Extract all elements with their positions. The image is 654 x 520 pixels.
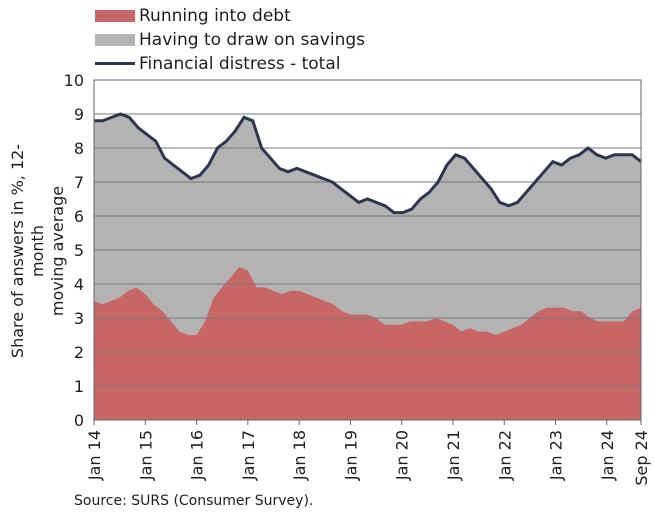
legend-label-total: Financial distress - total <box>139 54 341 74</box>
y-tick-label: 9 <box>74 105 84 124</box>
y-axis-label-line2: moving average <box>48 185 67 317</box>
legend-line-total <box>95 62 135 65</box>
total-line <box>94 112 642 215</box>
y-tick-label: 2 <box>74 343 84 362</box>
debt-area <box>94 267 641 420</box>
y-tick-label: 3 <box>74 309 84 328</box>
y-tick-label: 10 <box>64 71 84 90</box>
y-tick-label: 0 <box>74 411 84 430</box>
x-tick-label: Jan 19 <box>341 430 360 481</box>
y-tick-label: 1 <box>74 377 84 396</box>
y-tick-label: 7 <box>74 173 84 192</box>
y-tick-label: 5 <box>74 241 84 260</box>
y-axis-label: Share of answers in %, 12-month moving a… <box>8 131 67 371</box>
x-tick-label: Jan 18 <box>290 430 309 481</box>
x-tick-label: Jan 23 <box>547 430 566 481</box>
x-tick-label: Jan 15 <box>136 430 155 481</box>
x-tick-label: Jan 22 <box>495 430 514 481</box>
y-axis-label-line1: Share of answers in %, 12-month <box>8 143 47 359</box>
y-tick-label: 8 <box>74 139 84 158</box>
y-tick-label: 4 <box>74 275 84 294</box>
source-note: Source: SURS (Consumer Survey). <box>74 493 314 509</box>
plot-frame <box>93 79 642 421</box>
legend-label-debt: Running into debt <box>139 6 291 26</box>
legend-swatch-savings <box>95 34 135 46</box>
legend-swatch-debt <box>95 10 135 22</box>
y-tick-label: 6 <box>74 207 84 226</box>
x-tick-label: Jan 17 <box>239 430 258 481</box>
y-axis-ticks: 0 1 2 3 4 5 6 7 8 9 10 <box>64 71 84 430</box>
x-tick-label: Jan 24 <box>598 430 617 481</box>
x-axis-ticks: Jan 14 Jan 15 Jan 16 Jan 17 Jan 18 Jan 19 Jan … <box>85 420 651 486</box>
x-tick-label: Jan 20 <box>393 430 412 481</box>
x-tick-label: Jan 14 <box>85 430 104 481</box>
legend-label-savings: Having to draw on savings <box>139 30 365 50</box>
x-tick-label: Jan 21 <box>444 430 463 481</box>
x-tick-label: Jan 16 <box>188 430 207 481</box>
x-tick-label: Sep 24 <box>632 430 651 486</box>
